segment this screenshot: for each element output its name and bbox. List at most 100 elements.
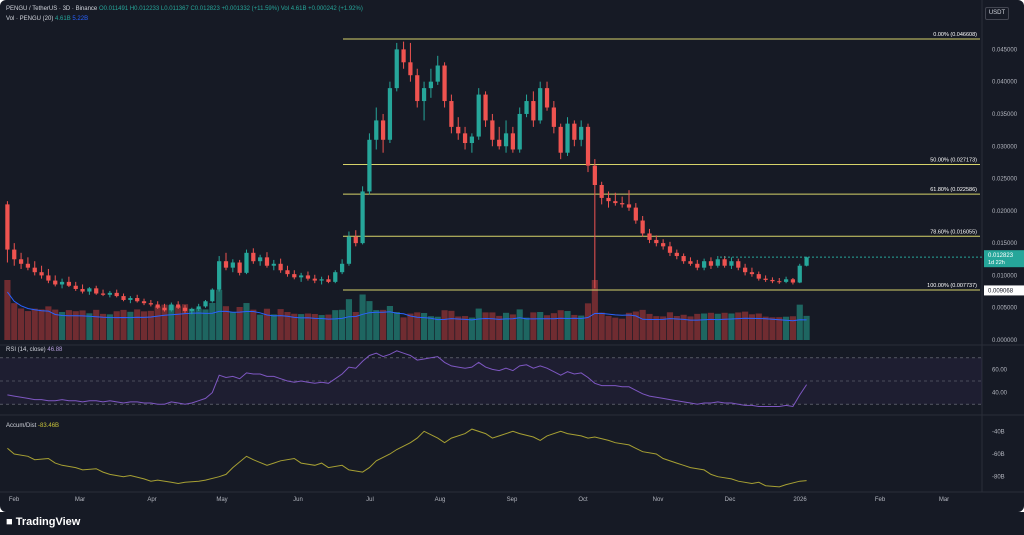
volume-bar: [407, 313, 414, 340]
candle-body: [421, 88, 427, 102]
volume-bar: [796, 304, 803, 340]
accum-axis-tick: -80B: [992, 475, 1005, 481]
volume-bar: [612, 317, 619, 340]
volume-bar: [523, 317, 530, 340]
time-axis-tick: Jun: [293, 497, 303, 503]
last-price-tag: [984, 250, 1024, 268]
accum-axis-tick: -40B: [992, 429, 1005, 435]
candle-body: [510, 133, 515, 150]
accum-label: Accum/Dist: [6, 423, 37, 429]
volume-bar: [181, 304, 189, 340]
chart-svg[interactable]: 0.00% (0.046608) 50.00% (0.027173) 61.80% …: [0, 0, 1024, 512]
time-axis-tick: Dec: [725, 497, 736, 503]
volume-bar: [332, 310, 339, 340]
volume-bar: [557, 310, 564, 340]
accum-header[interactable]: Accum/Dist -83.46B: [6, 423, 59, 429]
candle-body: [647, 233, 652, 240]
volume-bar: [619, 318, 626, 340]
candle-body: [107, 292, 112, 295]
candle-body: [210, 289, 215, 302]
chart-panel[interactable]: 0.00% (0.046608) 50.00% (0.027173) 61.80% …: [0, 0, 1024, 512]
volume-bar: [318, 315, 325, 340]
price-axis-tick: 0.040000: [992, 80, 1018, 86]
candle-body: [524, 101, 529, 114]
candle-body: [415, 75, 420, 102]
volume-bar: [18, 308, 25, 340]
candle-body: [544, 88, 550, 108]
candle-body: [32, 267, 37, 273]
tradingview-logo[interactable]: ■ TradingView: [6, 516, 80, 528]
rsi-header[interactable]: RSI (14, close) 46.88: [6, 347, 62, 353]
volume-bar: [537, 312, 544, 340]
volume-bar: [86, 313, 93, 340]
volume-bar: [660, 316, 667, 340]
candle-body: [18, 259, 24, 264]
volume-bar: [728, 313, 735, 340]
currency-button[interactable]: USDT: [985, 7, 1009, 20]
candle-body: [558, 126, 563, 153]
candle-body: [503, 133, 509, 147]
candle-body: [25, 263, 31, 268]
volume-bar: [783, 316, 790, 340]
candle-body: [217, 261, 222, 290]
volume-bar: [339, 309, 346, 340]
candle-body: [435, 65, 440, 82]
volume-bar: [229, 312, 236, 340]
price-axis-tick: 0.025000: [992, 177, 1018, 183]
candle-body: [251, 252, 256, 262]
candle-body: [244, 252, 249, 273]
time-axis-tick: Jul: [366, 497, 374, 503]
candle-body: [763, 278, 768, 280]
volume-bar: [530, 312, 537, 340]
candle-body: [599, 185, 604, 198]
volume-bar: [236, 307, 243, 340]
vol-change: +0.000242 (+1.92%): [308, 6, 363, 12]
volume-bar: [99, 313, 107, 340]
volume-bar: [468, 317, 475, 340]
volume-bar: [475, 308, 482, 340]
time-axis-tick: Feb: [875, 497, 886, 503]
volume-bar: [742, 311, 749, 340]
candle-body: [312, 278, 317, 281]
volume-bar: [455, 316, 462, 340]
candle-body: [326, 279, 331, 282]
volume-bar: [653, 316, 660, 340]
volume-indicator-header[interactable]: Vol · PENGU (20) 4.61B 5.22B: [6, 16, 88, 22]
volume-bar: [461, 316, 469, 340]
candle-body: [12, 249, 17, 260]
last-price-text: 0.012823: [988, 253, 1014, 259]
volume-bar: [161, 304, 168, 340]
candle-body: [135, 298, 140, 302]
volume-bar: [414, 312, 421, 340]
volume-bar: [202, 309, 209, 340]
volume-bar: [571, 314, 578, 340]
volume-bar: [120, 309, 127, 340]
candle-body: [797, 265, 802, 283]
volume-bar: [680, 314, 687, 340]
candle-body: [387, 88, 393, 140]
volume-bar: [304, 313, 312, 340]
candle-body: [449, 101, 454, 127]
volume-bar: [38, 309, 45, 340]
candle-body: [292, 274, 297, 278]
volume-bar: [707, 312, 715, 340]
volume-bar: [762, 316, 769, 340]
candle-body: [517, 113, 522, 150]
candle-body: [695, 263, 700, 268]
candle-body: [114, 292, 119, 297]
candle-body: [87, 288, 92, 292]
time-axis-tick: Aug: [435, 497, 446, 503]
candle-body: [319, 279, 324, 281]
candle-body: [667, 246, 673, 253]
volume-bar: [209, 303, 216, 340]
time-axis-tick: 2026: [793, 497, 807, 503]
candle-body: [661, 243, 666, 247]
volume-bar: [509, 314, 516, 340]
candle-body: [736, 261, 741, 268]
volume-bar: [694, 313, 701, 340]
symbol-pair[interactable]: PENGU / TetherUS · 3D · Binance: [6, 6, 98, 12]
volume-bar: [257, 314, 264, 340]
volume-bar: [564, 311, 571, 340]
time-axis-tick: Mar: [939, 497, 949, 503]
candle-body: [572, 123, 577, 140]
